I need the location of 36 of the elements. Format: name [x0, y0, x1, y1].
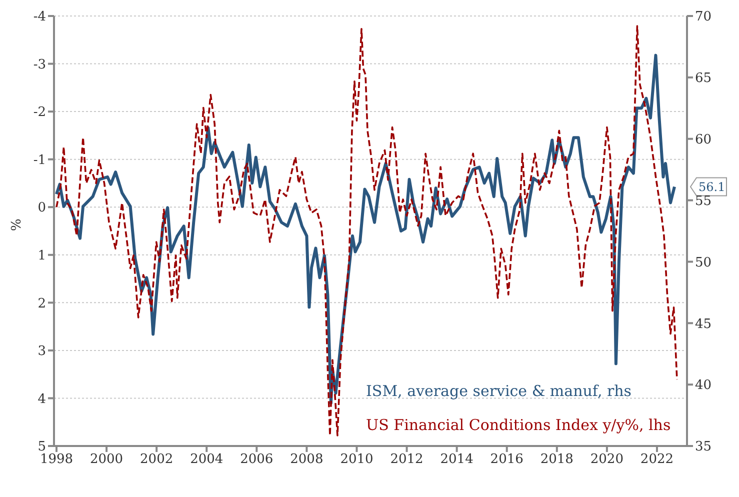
- y-tick-label: -3: [33, 57, 46, 72]
- y2-tick-label: 35: [695, 440, 712, 455]
- y-tick-label: 0: [38, 200, 46, 216]
- y-tick-label: 2: [38, 296, 46, 312]
- y-axis-title: %: [10, 218, 25, 231]
- line-series: [56, 25, 678, 436]
- y-tick-label: -1: [33, 152, 46, 168]
- x-tick-label: 2014: [440, 452, 474, 468]
- y2-tick-label: 55: [695, 194, 712, 209]
- x-tick-label: 2008: [290, 452, 324, 468]
- x-tick-label: 2016: [490, 452, 524, 468]
- x-tick-label: 2012: [390, 452, 424, 468]
- line-series: [55, 54, 676, 404]
- x-tick-label: 2004: [190, 452, 224, 468]
- y2-tick-label: 45: [695, 316, 712, 332]
- y-tick-label: 1: [38, 248, 46, 264]
- x-tick-label: 2018: [540, 452, 574, 468]
- y-tick-label: 3: [38, 344, 46, 360]
- y2-tick-label: 60: [695, 132, 712, 148]
- y2-tick-label: 70: [695, 10, 712, 25]
- x-tick-label: 2002: [140, 452, 174, 468]
- y2-tick-label: 65: [695, 71, 712, 86]
- y-tick-label: 4: [38, 392, 46, 407]
- x-tick-label: 1998: [40, 452, 74, 468]
- x-tick-label: 2010: [340, 452, 374, 468]
- y2-tick-label: 50: [695, 255, 712, 270]
- y2-tick-label: 40: [695, 378, 712, 394]
- text: 56.1: [698, 180, 726, 194]
- series-label: US Financial Conditions Index y/y%, lhs: [366, 415, 671, 436]
- series-label: ISM, average service & manuf, rhs: [366, 381, 633, 402]
- y-tick-label: -2: [33, 105, 46, 120]
- x-tick-label: 2020: [590, 452, 624, 468]
- y-tick-label: -4: [33, 10, 46, 25]
- x-tick-label: 2022: [640, 452, 674, 468]
- x-tick-label: 2006: [240, 452, 274, 468]
- x-tick-label: 2000: [90, 452, 124, 468]
